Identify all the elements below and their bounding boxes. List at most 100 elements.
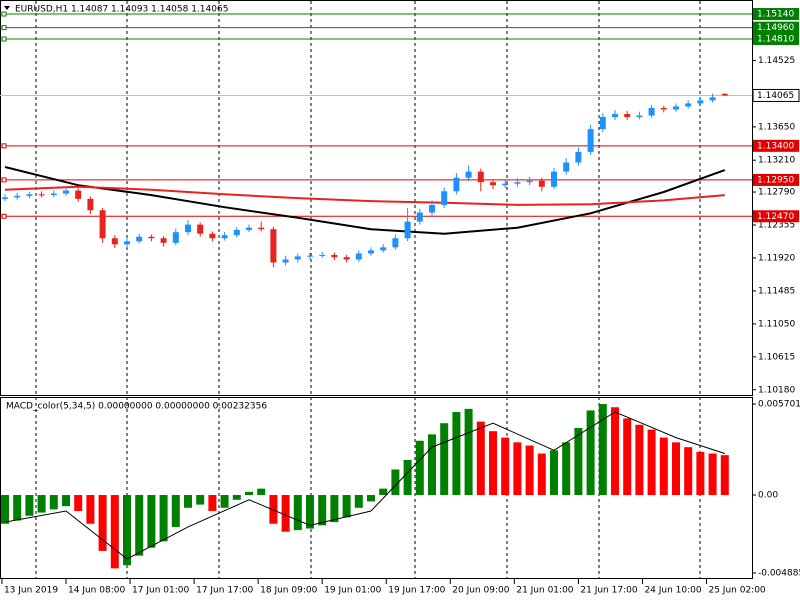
macd-bar: [74, 495, 83, 511]
candle-body: [319, 254, 326, 256]
candle-body: [136, 236, 143, 242]
candle-body: [660, 107, 667, 110]
y-tick-label: 1.11050: [758, 319, 795, 329]
candle-body: [111, 238, 118, 245]
y-tick-label: 1.11920: [758, 253, 795, 263]
level-handle: [1, 143, 7, 149]
candle-body: [160, 238, 167, 243]
x-tick-label: 24 Jun 10:00: [644, 586, 701, 596]
x-tick-label: 17 Jun 01:00: [132, 586, 189, 596]
macd-bar: [684, 447, 693, 496]
candle-body: [514, 182, 521, 184]
macd-bar: [110, 495, 119, 569]
candle-body: [575, 151, 582, 163]
macd-bar: [49, 495, 58, 510]
macd-bar: [586, 410, 595, 496]
candle-body: [282, 259, 289, 263]
candle-body: [124, 241, 131, 245]
candle-body: [99, 210, 106, 239]
menu-arrow[interactable]: [4, 6, 10, 10]
candle-body: [26, 194, 33, 196]
macd-bar: [427, 434, 436, 496]
candle-body: [477, 171, 484, 183]
level-handle: [1, 36, 7, 42]
level-label-box: [753, 173, 799, 186]
candle-body: [563, 162, 570, 172]
candle-body: [209, 233, 216, 239]
macd-bar: [537, 453, 546, 496]
level-handle: [1, 11, 7, 17]
candle-body: [294, 256, 301, 260]
candle-body: [185, 224, 191, 233]
macd-bar: [659, 437, 668, 496]
macd-bar: [623, 418, 632, 496]
x-tick-label: 20 Jun 09:00: [452, 586, 509, 596]
y-tick-label: 1.10180: [758, 385, 795, 395]
last-price-box: [752, 88, 800, 102]
level-handle: [1, 25, 7, 31]
last-price-label: 1.14065: [757, 91, 794, 101]
y-tick-label: 1.10615: [758, 352, 795, 362]
level-label: 1.15140: [757, 10, 794, 20]
macd-bar: [208, 495, 217, 511]
candle-body: [453, 177, 460, 192]
candle-body: [14, 195, 21, 198]
macd-bar: [635, 424, 644, 496]
macd-bar: [476, 421, 485, 496]
candle-body: [611, 114, 618, 118]
y-tick-label: 1.14525: [758, 56, 795, 66]
x-tick-label: 19 Jun 17:00: [388, 586, 445, 596]
candle-body: [502, 183, 509, 186]
macd-bar: [159, 495, 168, 542]
x-tick-label: 18 Jun 09:00: [260, 586, 317, 596]
candle-body: [197, 224, 204, 234]
macd-bar: [13, 495, 22, 521]
moving-average: [4, 166, 726, 235]
candle-body: [258, 227, 265, 230]
x-tick-label: 19 Jun 01:00: [324, 586, 381, 596]
candle-body: [697, 100, 704, 104]
x-tick-label: 13 Jun 2019: [4, 586, 58, 596]
candle-body: [441, 191, 448, 205]
candle-body: [526, 180, 533, 183]
level-handle: [1, 177, 7, 183]
macd-bar: [196, 495, 205, 505]
chart-title: EURUSD,H1 1.14087 1.14093 1.14058 1.1406…: [15, 5, 228, 15]
candle-body: [465, 171, 472, 178]
macd-bar: [147, 495, 156, 548]
main-panel-frame: [0, 0, 753, 396]
macd-bar: [610, 407, 619, 496]
macd-bar: [37, 495, 46, 513]
macd-panel-frame: [0, 397, 753, 579]
macd-bar: [220, 495, 229, 508]
y-tick-label: 0.00: [758, 491, 778, 501]
candle-body: [672, 106, 679, 110]
candle-body: [624, 114, 631, 118]
macd-bar: [391, 469, 400, 496]
macd-bar: [562, 442, 571, 496]
y-tick-label: 1.11485: [758, 286, 795, 296]
candle-body: [367, 250, 374, 254]
level-handle: [1, 213, 7, 219]
level-label-box: [753, 8, 799, 21]
candle-body: [636, 115, 643, 118]
macd-bar: [708, 453, 717, 496]
candle-body: [392, 238, 399, 248]
candle-body: [355, 253, 362, 260]
macd-bar: [123, 495, 132, 566]
candle-body: [172, 232, 179, 243]
candle-body: [538, 180, 545, 187]
y-tick-label: 1.12355: [758, 221, 795, 231]
macd-bar: [342, 495, 351, 518]
macd-bar: [549, 450, 558, 496]
macd-bar: [366, 495, 375, 502]
macd-bar: [171, 495, 180, 527]
x-tick-label: 14 Jun 08:00: [68, 586, 125, 596]
macd-bar: [25, 495, 34, 516]
macd-bar: [379, 488, 388, 496]
y-tick-label: -0.004885: [758, 568, 800, 578]
macd-bar: [330, 495, 339, 523]
candle-body: [63, 190, 70, 194]
macd-bar: [513, 442, 522, 496]
